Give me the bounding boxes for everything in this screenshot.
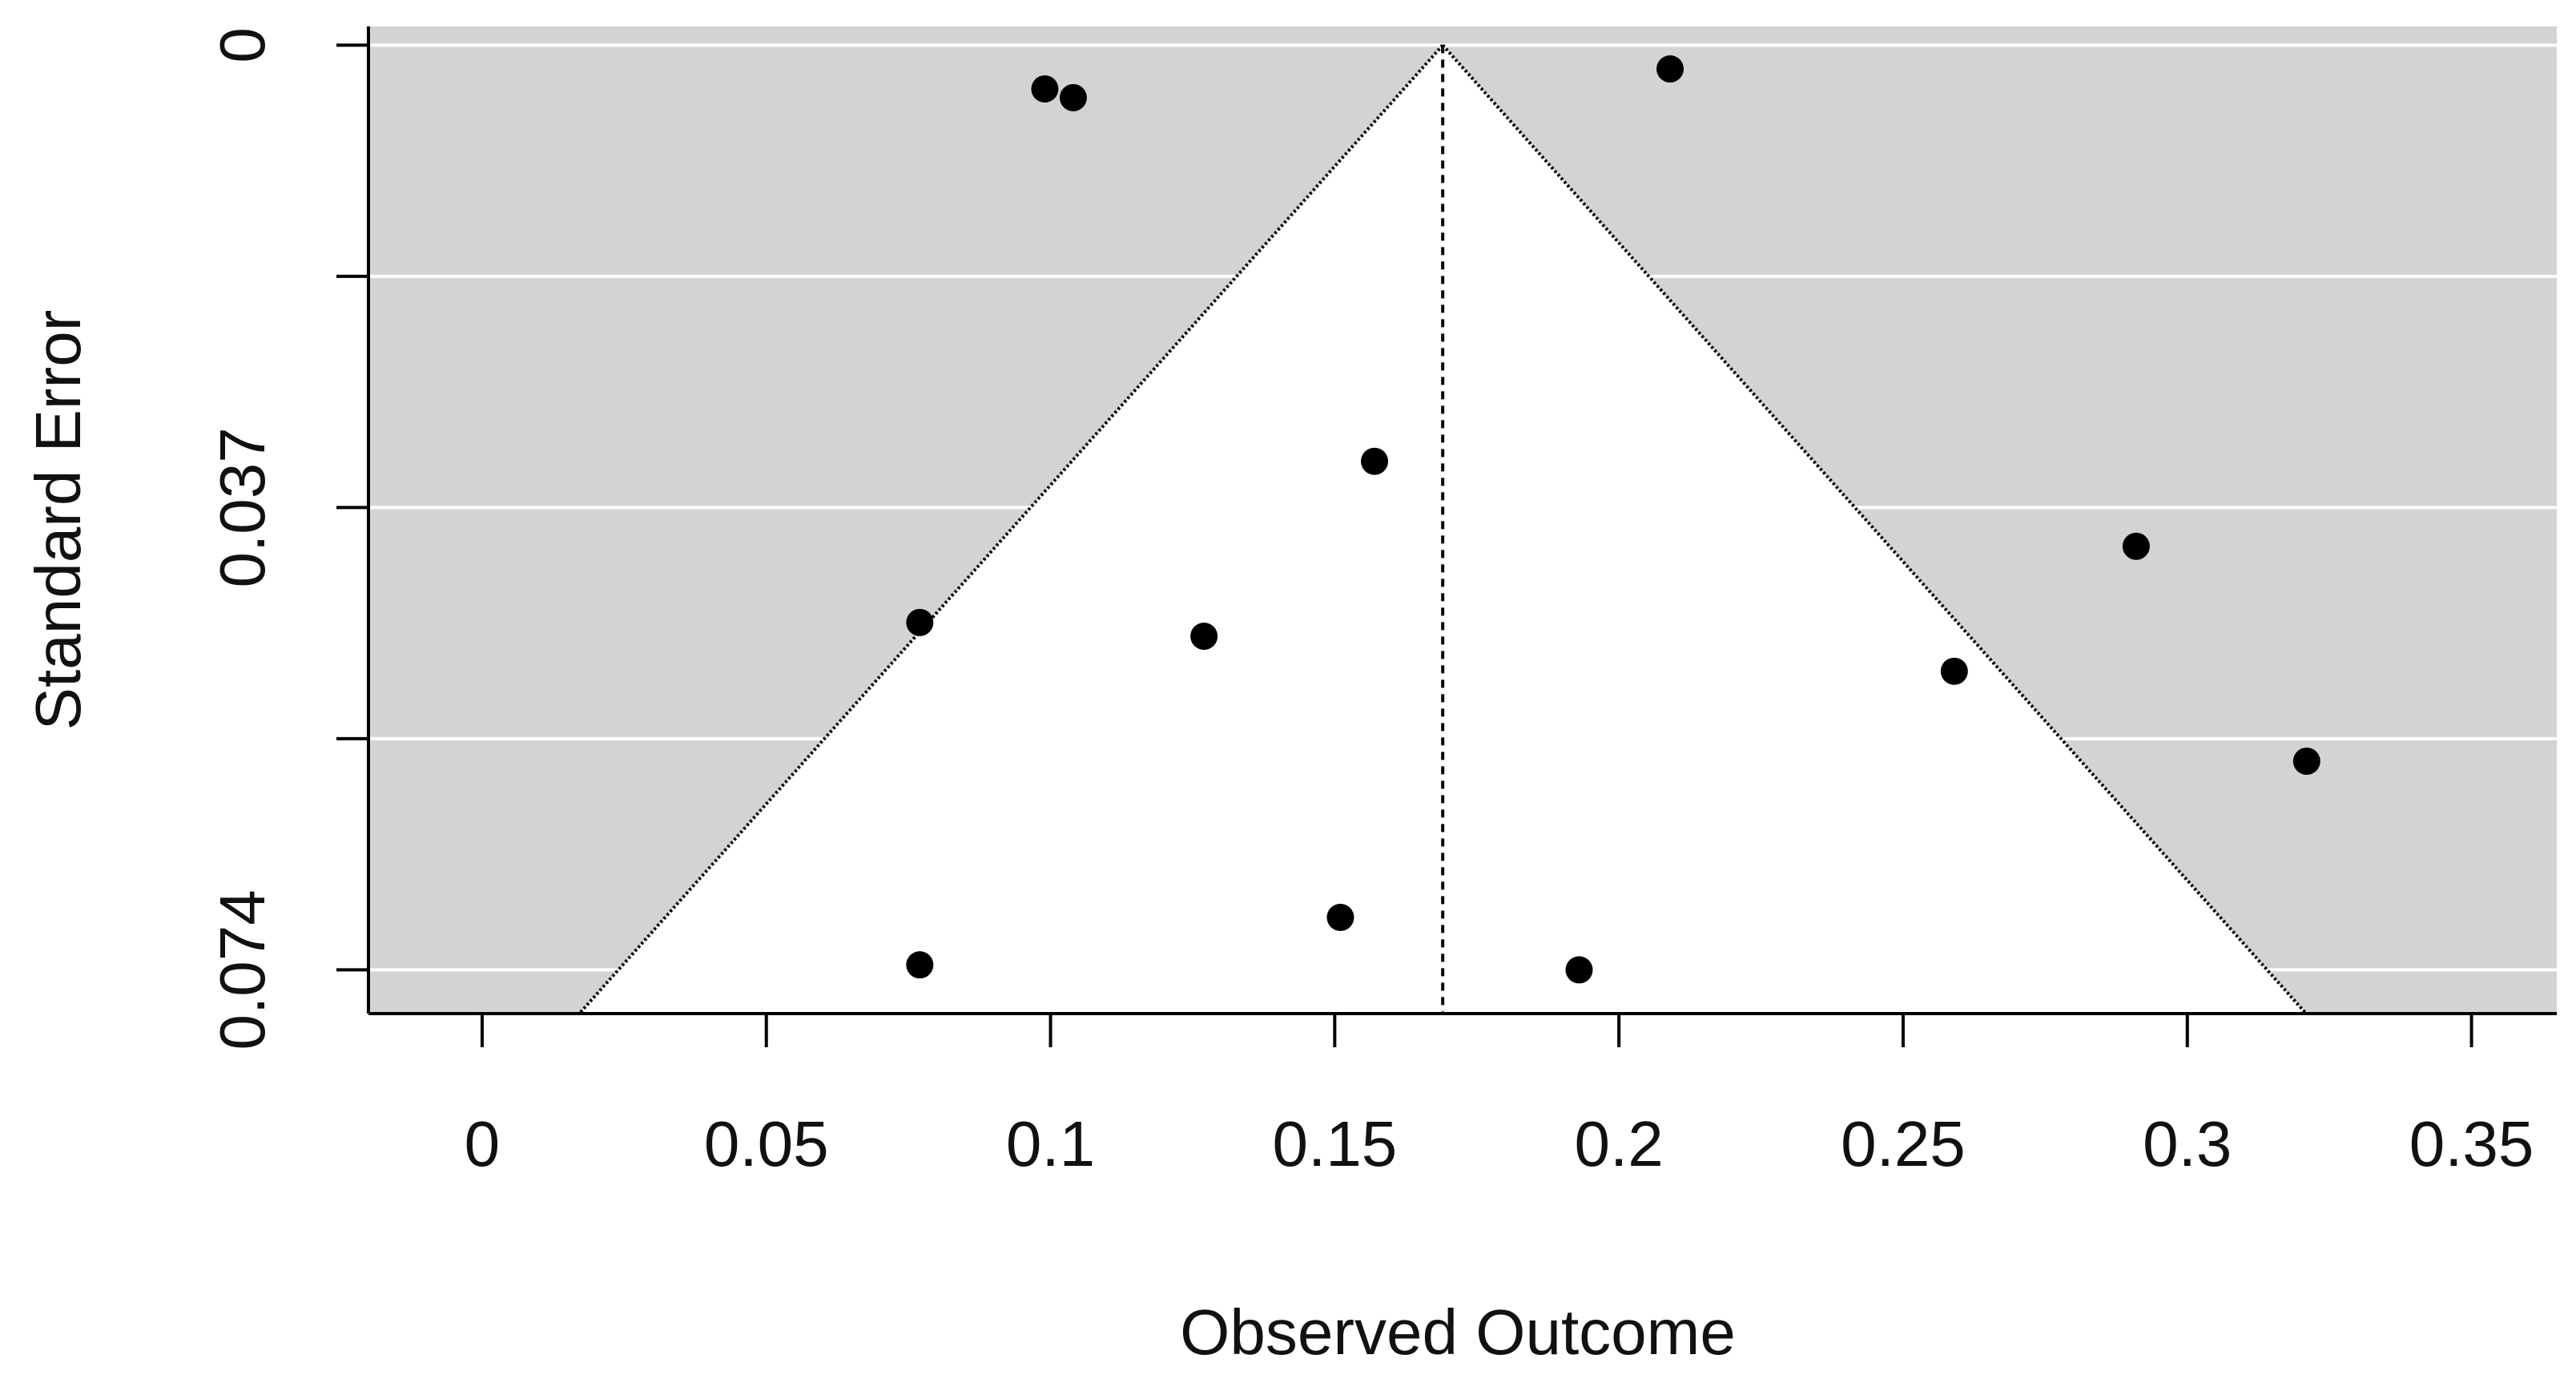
data-point-8	[2292, 747, 2320, 775]
gridlines	[368, 43, 2557, 972]
x-tick-label-2: 0.1	[1006, 1108, 1095, 1179]
x-tick-label-1: 0.05	[704, 1108, 829, 1179]
data-point-9	[1326, 903, 1354, 931]
funnel-region	[579, 45, 2307, 1014]
y-tick-label-0: 0	[207, 27, 278, 63]
x-tick-label-6: 0.3	[2143, 1108, 2232, 1179]
data-point-5	[1190, 623, 1218, 651]
x-tick-label-3: 0.15	[1272, 1108, 1397, 1179]
data-point-1	[1059, 83, 1087, 111]
data-point-4	[906, 608, 934, 636]
data-point-0	[1031, 75, 1059, 103]
data-point-11	[1565, 956, 1593, 984]
y-tick-label-2: 0.074	[207, 889, 278, 1050]
data-point-6	[2122, 532, 2150, 560]
data-points	[906, 55, 2320, 984]
data-point-2	[1656, 55, 1684, 83]
data-point-7	[1940, 657, 1968, 685]
x-tick-label-0: 0	[465, 1108, 501, 1179]
x-axis-label: Observed Outcome	[1180, 1296, 1736, 1368]
data-point-10	[906, 951, 934, 979]
x-axis: 0 0.05 0.1 0.15 0.2 0.25 0.3 0.35	[465, 1014, 2534, 1179]
y-axis: 0 0.037 0.074	[207, 27, 368, 1050]
data-point-3	[1361, 447, 1389, 475]
y-axis-label: Standard Error	[22, 310, 94, 731]
x-tick-label-4: 0.2	[1575, 1108, 1664, 1179]
x-tick-label-7: 0.35	[2409, 1108, 2534, 1179]
y-tick-label-1: 0.037	[207, 427, 278, 587]
x-tick-label-5: 0.25	[1841, 1108, 1966, 1179]
